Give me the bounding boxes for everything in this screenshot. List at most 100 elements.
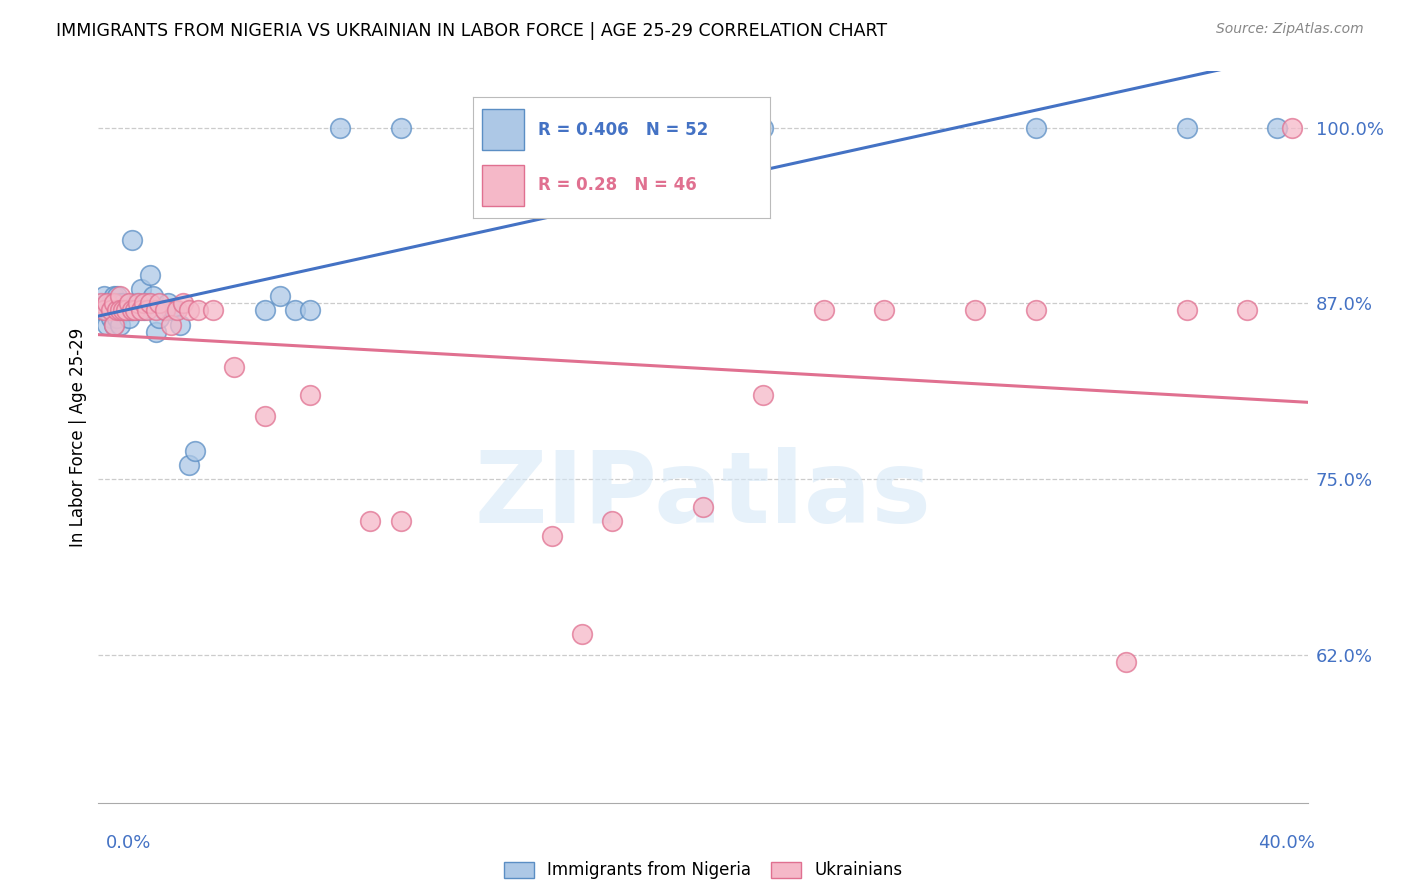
Point	[166, 303, 188, 318]
Point	[114, 303, 136, 318]
Point	[752, 388, 775, 402]
Point	[118, 296, 141, 310]
Point	[329, 120, 352, 135]
Point	[1115, 655, 1137, 669]
Point	[177, 458, 201, 473]
Point	[103, 303, 125, 318]
Point	[224, 359, 246, 374]
Point	[135, 303, 157, 318]
Point	[90, 296, 112, 310]
Point	[1265, 120, 1288, 135]
Point	[103, 318, 125, 332]
Point	[1175, 120, 1198, 135]
Point	[1024, 303, 1046, 318]
Point	[105, 303, 128, 318]
Legend: Immigrants from Nigeria, Ukrainians: Immigrants from Nigeria, Ukrainians	[503, 861, 903, 880]
Text: 0.0%: 0.0%	[105, 834, 150, 852]
Point	[299, 303, 322, 318]
Point	[269, 289, 291, 303]
Point	[284, 303, 307, 318]
Text: Source: ZipAtlas.com: Source: ZipAtlas.com	[1216, 22, 1364, 37]
Point	[118, 310, 141, 325]
Point	[299, 388, 322, 402]
Point	[132, 296, 155, 310]
Point	[127, 296, 149, 310]
Point	[752, 120, 775, 135]
Point	[139, 296, 162, 310]
Point	[148, 310, 170, 325]
Point	[135, 296, 157, 310]
Point	[129, 282, 152, 296]
Point	[108, 296, 131, 310]
Point	[169, 318, 191, 332]
Point	[103, 318, 125, 332]
Point	[177, 303, 201, 318]
Point	[160, 318, 183, 332]
Point	[540, 120, 562, 135]
Point	[873, 303, 896, 318]
Point	[90, 303, 112, 318]
Point	[571, 627, 593, 641]
Point	[111, 296, 134, 310]
Point	[253, 409, 276, 423]
Point	[108, 318, 131, 332]
Point	[1024, 120, 1046, 135]
Text: ZIPatlas: ZIPatlas	[475, 447, 931, 544]
Point	[96, 318, 118, 332]
Point	[1175, 303, 1198, 318]
Point	[571, 120, 593, 135]
Point	[692, 500, 714, 515]
Point	[139, 268, 162, 283]
Point	[389, 515, 412, 529]
Point	[127, 296, 149, 310]
Point	[111, 303, 134, 318]
Point	[121, 233, 143, 247]
Point	[187, 303, 209, 318]
Point	[114, 303, 136, 318]
Y-axis label: In Labor Force | Age 25-29: In Labor Force | Age 25-29	[69, 327, 87, 547]
Point	[142, 289, 165, 303]
Point	[1236, 303, 1258, 318]
Point	[965, 303, 987, 318]
Point	[121, 303, 143, 318]
Point	[184, 444, 207, 458]
Point	[100, 296, 122, 310]
Point	[111, 303, 134, 318]
Point	[124, 296, 146, 310]
Point	[108, 303, 131, 318]
Point	[602, 515, 624, 529]
Text: 40.0%: 40.0%	[1258, 834, 1315, 852]
Point	[124, 303, 146, 318]
Point	[129, 303, 152, 318]
Point	[145, 325, 167, 339]
Point	[93, 303, 115, 318]
Point	[253, 303, 276, 318]
Point	[148, 296, 170, 310]
Point	[692, 120, 714, 135]
Point	[202, 303, 225, 318]
Point	[105, 289, 128, 303]
Point	[93, 289, 115, 303]
Text: IMMIGRANTS FROM NIGERIA VS UKRAINIAN IN LABOR FORCE | AGE 25-29 CORRELATION CHAR: IMMIGRANTS FROM NIGERIA VS UKRAINIAN IN …	[56, 22, 887, 40]
Point	[540, 528, 562, 542]
Point	[132, 303, 155, 318]
Point	[127, 303, 149, 318]
Point	[103, 289, 125, 303]
Point	[163, 303, 186, 318]
Point	[156, 296, 179, 310]
Point	[93, 303, 115, 318]
Point	[172, 296, 194, 310]
Point	[153, 303, 176, 318]
Point	[103, 296, 125, 310]
Point	[813, 303, 835, 318]
Point	[121, 303, 143, 318]
Point	[1281, 120, 1303, 135]
Point	[105, 303, 128, 318]
Point	[105, 310, 128, 325]
Point	[389, 120, 412, 135]
Point	[100, 310, 122, 325]
Point	[96, 296, 118, 310]
Point	[360, 515, 382, 529]
Point	[153, 303, 176, 318]
Point	[96, 296, 118, 310]
